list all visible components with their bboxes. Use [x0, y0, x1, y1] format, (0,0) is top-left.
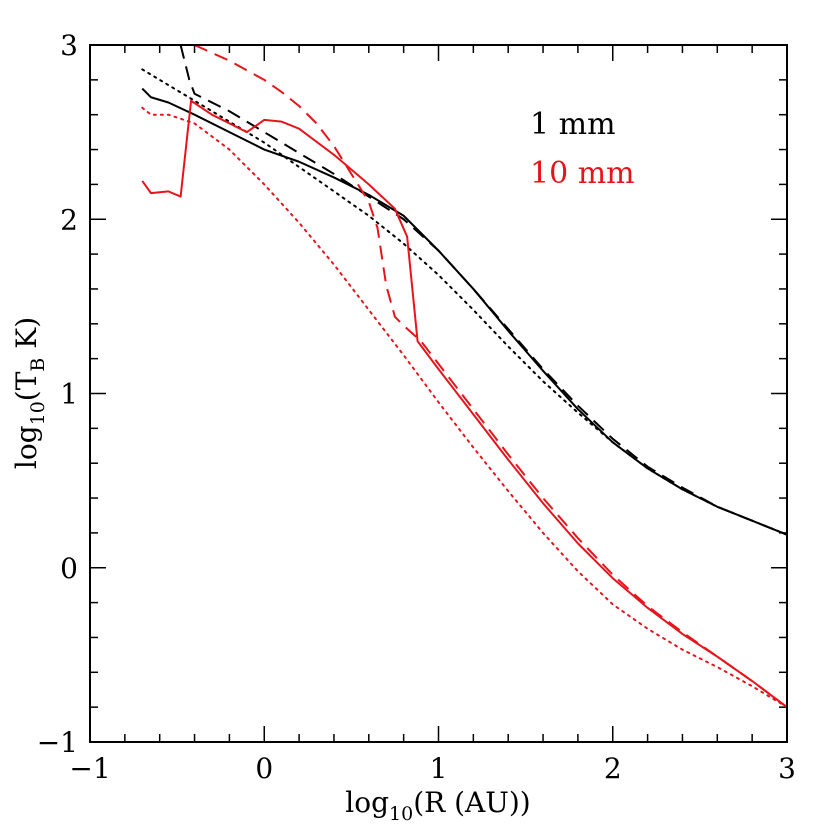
x-tick-label: 0: [255, 752, 273, 785]
series-line-1mm-dotted: [141, 68, 787, 536]
y-tick-label: 0: [60, 552, 78, 585]
legend-entry-1mm: 1 mm: [530, 107, 616, 142]
y-axis-label: log10(TB K): [10, 317, 49, 469]
legend-entry-10mm: 10 mm: [530, 156, 635, 191]
series-line-10mm-dotted: [141, 106, 787, 709]
y-tick-label: 2: [60, 203, 78, 236]
x-tick-label: −1: [69, 752, 110, 785]
x-tick-label: 2: [604, 752, 622, 785]
series-line-1mm-solid: [141, 87, 787, 536]
plot-frame: [89, 44, 788, 743]
series-layer: [141, 45, 787, 709]
series-line-1mm-dashed: [179, 45, 787, 536]
x-tick-label: 3: [778, 752, 796, 785]
series-line-10mm-solid: [141, 99, 787, 708]
series-line-10mm-dashed: [194, 45, 787, 708]
y-tick-label: 1: [60, 378, 78, 411]
y-tick-label: −1: [37, 726, 78, 759]
legend: 1 mm 10 mm: [530, 107, 635, 191]
x-axis-label: log10(R (AU)): [345, 786, 530, 825]
y-tick-label: 3: [60, 29, 78, 62]
tick-labels: −1 0 1 2 3 −1 0 1 2 3: [37, 29, 796, 785]
axis-ticks: [89, 44, 788, 743]
x-tick-label: 1: [430, 752, 448, 785]
